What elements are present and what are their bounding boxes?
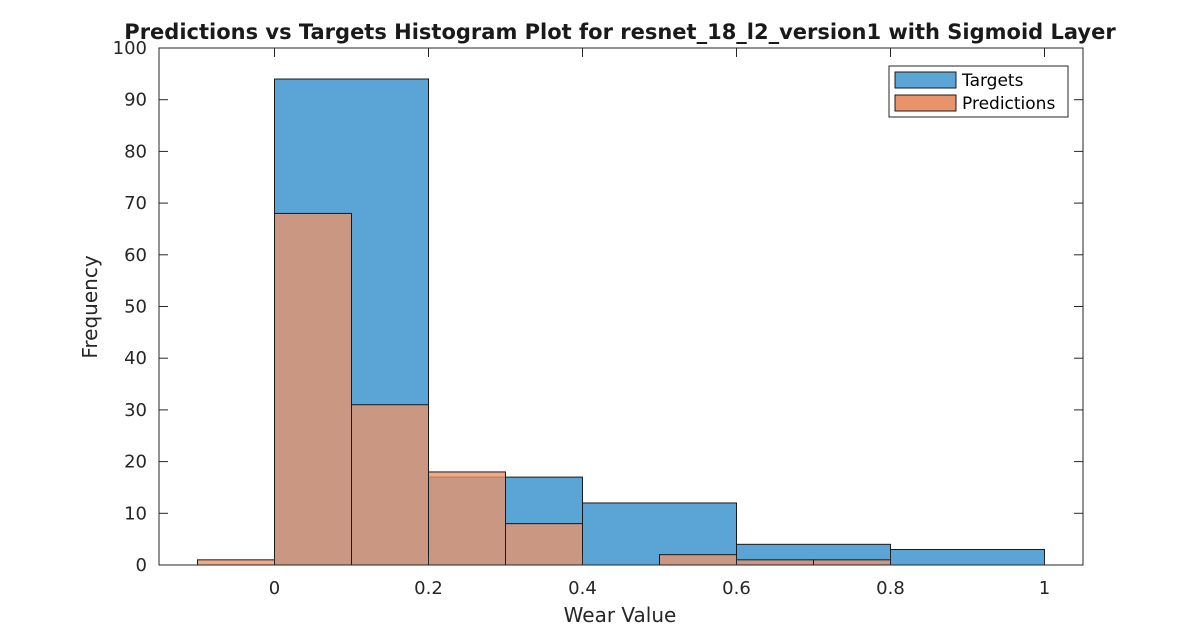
y-tick-label: 40	[124, 348, 147, 369]
y-tick-label: 50	[124, 297, 147, 318]
series-predictions	[197, 212, 891, 566]
legend-label-targets: Targets	[961, 71, 1024, 91]
x-tick-label: 0.6	[722, 578, 751, 599]
histogram-bar	[890, 548, 1045, 566]
x-tick-label: 1	[1039, 578, 1050, 599]
histogram-bar	[428, 471, 506, 566]
x-tick-label: 0.8	[876, 578, 905, 599]
y-tick-label: 90	[124, 90, 147, 111]
histogram-bar	[736, 559, 814, 566]
x-tick-label: 0.4	[568, 578, 597, 599]
y-tick-label: 10	[124, 503, 147, 524]
legend-swatch-predictions	[894, 94, 957, 112]
histogram-bar	[274, 212, 352, 566]
y-tick-label: 100	[113, 38, 147, 59]
y-tick-label: 60	[124, 245, 147, 266]
histogram-bar	[351, 404, 429, 566]
histogram-bar	[659, 554, 737, 566]
histogram-bar	[813, 559, 891, 566]
y-tick-label: 70	[124, 193, 147, 214]
x-tick-label: 0	[269, 578, 280, 599]
y-tick-label: 80	[124, 141, 147, 162]
y-tick-label: 30	[124, 400, 147, 421]
legend-label-predictions: Predictions	[962, 94, 1055, 114]
chart-title: Predictions vs Targets Histogram Plot fo…	[124, 20, 1116, 44]
histogram-bar	[197, 559, 275, 566]
y-axis-label: Frequency	[78, 255, 102, 358]
x-tick-label: 0.2	[414, 578, 443, 599]
y-tick-label: 0	[136, 555, 147, 576]
y-tick-label: 20	[124, 452, 147, 473]
x-axis-label: Wear Value	[564, 603, 677, 627]
plot-area: 0 10 20 30 40 50 60 70 80 90 100 0 0.2 0.4 0.6 0.8 1	[113, 38, 1084, 599]
legend: Targets Predictions	[888, 65, 1069, 118]
histogram-bar	[505, 523, 583, 566]
legend-swatch-targets	[894, 71, 957, 89]
